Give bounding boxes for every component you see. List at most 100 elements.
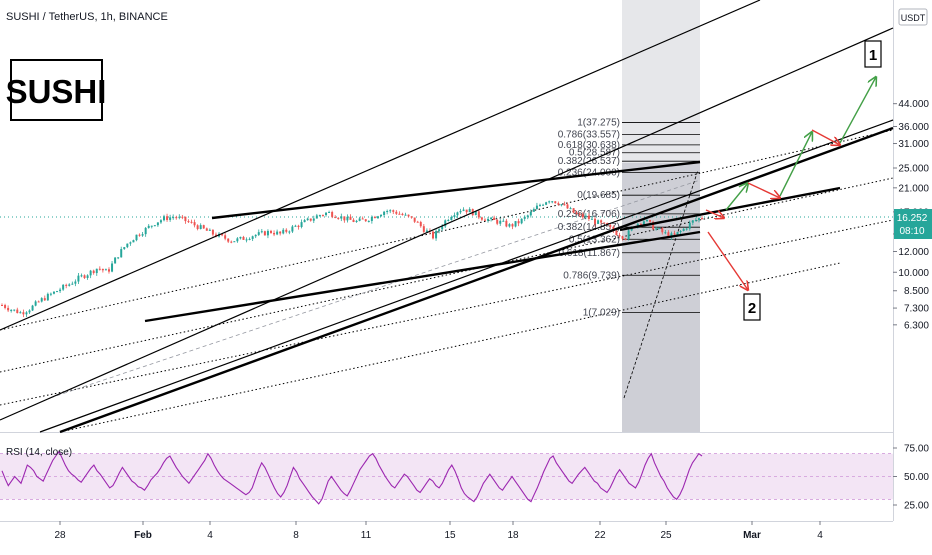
candle-body [526, 215, 529, 217]
candle-body [639, 223, 642, 225]
candle-body [511, 224, 514, 227]
candle-body [141, 234, 144, 236]
time-tick-label: 4 [817, 530, 823, 541]
annotation-1-box[interactable] [864, 40, 882, 68]
price-badge-price: 16.252 [897, 213, 928, 224]
candle-body [456, 212, 459, 216]
candle-body [658, 228, 661, 230]
bold-trend-line[interactable] [59, 126, 894, 434]
candle-body [416, 221, 419, 223]
candle-body [410, 216, 413, 218]
candle-body [685, 228, 688, 230]
candle-body [673, 233, 676, 235]
candle-body [163, 216, 166, 221]
candle-body [542, 204, 545, 206]
candle-body [233, 241, 236, 243]
bold-trend-line[interactable] [619, 186, 841, 232]
candle-body [49, 293, 52, 295]
rsi-tick-label: 75.00 [904, 444, 929, 455]
main-pane[interactable] [0, 0, 893, 432]
candle-body [404, 214, 407, 216]
candle-body [505, 220, 508, 227]
candle-body [107, 269, 110, 272]
candle-body [483, 219, 486, 221]
candle-body [282, 229, 285, 234]
rsi-tick-label: 25.00 [904, 501, 929, 512]
candle-body [43, 298, 46, 301]
candle-body [349, 216, 352, 220]
bold-trend-line[interactable] [144, 230, 701, 323]
candle-body [425, 230, 428, 232]
candle-body [493, 217, 496, 220]
candle-body [444, 220, 447, 227]
rsi-layer: 75.00 50.00 25.00 [0, 444, 929, 512]
channel-line[interactable] [0, 27, 894, 421]
candle-body [40, 298, 43, 302]
candle-body [230, 241, 233, 243]
candle-body [89, 270, 92, 276]
candle-body [600, 220, 603, 223]
candle-body [352, 219, 355, 223]
candle-body [459, 210, 462, 213]
annotation-1: 1 [869, 47, 877, 64]
candle-body [621, 236, 624, 239]
channel-line[interactable] [39, 119, 894, 433]
fib-level-label: 0.618(30.638) [558, 140, 620, 151]
candle-body [123, 247, 126, 250]
candle-body [578, 214, 581, 216]
candle-body [52, 291, 55, 294]
candle-body [129, 242, 132, 244]
rsi-line [1, 450, 703, 505]
candle-body [487, 218, 490, 221]
candle-body [343, 216, 346, 221]
candle-body [590, 218, 593, 220]
currency-button[interactable] [898, 8, 928, 26]
candle-body [422, 226, 425, 232]
candle-body [334, 216, 337, 218]
candle-body [1, 304, 3, 306]
time-tick-label: 22 [594, 530, 606, 541]
fib-level-label: 0.5(28.587) [569, 148, 620, 159]
candle-body [303, 220, 306, 223]
candle-body [187, 221, 190, 223]
candle-body [285, 229, 288, 232]
candle-body [22, 312, 25, 315]
candle-body [373, 216, 376, 219]
candle-body [273, 232, 276, 235]
candle-body [395, 211, 398, 214]
candle-body [694, 219, 697, 221]
candle-body [132, 240, 135, 243]
candle-body [291, 226, 294, 232]
symbol-header[interactable]: SUSHI / TetherUS, 1h, BINANCE [6, 11, 168, 23]
candle-body [315, 215, 318, 219]
candle-body [432, 231, 435, 239]
channel-line[interactable] [0, 0, 761, 331]
candle-body [59, 289, 62, 292]
candle-body [166, 216, 169, 220]
time-tick-label: 25 [660, 530, 672, 541]
arrow-red [707, 231, 748, 290]
candle-body [581, 214, 584, 218]
rsi-label[interactable]: RSI (14, close) [6, 447, 72, 458]
candle-body [138, 234, 141, 236]
candle-body [453, 215, 456, 217]
candle-body [480, 217, 483, 220]
candle-body [572, 208, 575, 213]
trend-lines[interactable] [0, 0, 894, 434]
candle-body [74, 281, 77, 284]
candle-body [407, 214, 410, 217]
candle-body [80, 275, 83, 277]
fib-level-label: 0.382(14.857) [558, 222, 620, 233]
time-axis[interactable]: 28 Feb 4 8 11 15 18 22 25 Mar 4 [54, 521, 823, 541]
candle-body [325, 212, 328, 216]
candle-body [520, 218, 523, 224]
candle-body [71, 283, 74, 285]
candle-body [358, 218, 361, 221]
annotation-2-box[interactable] [743, 293, 761, 321]
candle-body [19, 312, 22, 314]
candle-body [276, 231, 279, 235]
bold-trend-line[interactable] [211, 160, 701, 220]
candle-body [288, 231, 291, 233]
candle-body [376, 216, 379, 219]
